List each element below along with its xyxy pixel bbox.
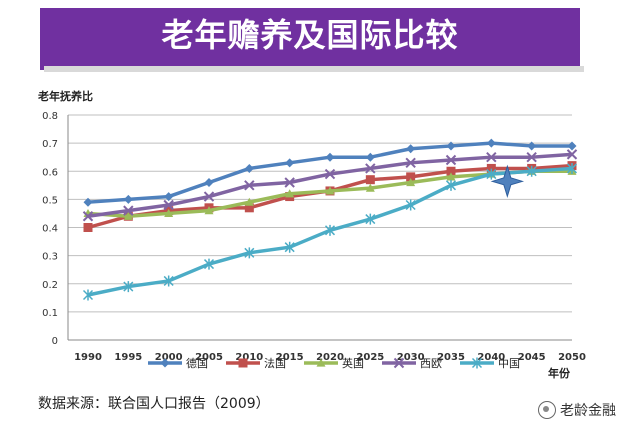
data-point-marker bbox=[123, 281, 134, 293]
legend-marker bbox=[316, 358, 326, 367]
y-tick-label: 0.2 bbox=[42, 280, 58, 291]
data-point-marker bbox=[285, 189, 295, 198]
x-tick-label: 2030 bbox=[397, 352, 425, 363]
x-tick-label: 2045 bbox=[518, 352, 546, 363]
data-point-marker bbox=[324, 168, 336, 180]
data-point-marker bbox=[445, 179, 457, 191]
x-tick-label: 1995 bbox=[114, 352, 142, 363]
x-tick-label: 2035 bbox=[437, 352, 465, 363]
data-point-marker bbox=[83, 197, 93, 207]
data-point-marker bbox=[244, 247, 255, 259]
data-point-marker bbox=[203, 258, 215, 270]
data-point-marker bbox=[244, 163, 254, 173]
data-point-marker bbox=[486, 168, 497, 180]
data-point-marker bbox=[365, 213, 376, 225]
data-point-marker bbox=[204, 178, 214, 187]
data-point-marker bbox=[566, 162, 578, 174]
data-point-marker bbox=[445, 154, 457, 166]
data-point-marker bbox=[406, 178, 416, 187]
y-tick-label: 0.4 bbox=[42, 224, 58, 235]
data-point-marker bbox=[566, 149, 578, 160]
watermark-text: 老龄金融 bbox=[560, 403, 616, 419]
data-point-marker bbox=[446, 172, 456, 181]
data-point-marker bbox=[365, 175, 375, 185]
data-point-marker bbox=[486, 138, 496, 148]
data-point-marker bbox=[405, 199, 416, 211]
y-tick-label: 0.3 bbox=[42, 252, 58, 263]
y-tick-label: 0 bbox=[52, 336, 58, 347]
legend-marker bbox=[471, 357, 483, 369]
data-point-marker bbox=[123, 194, 133, 204]
legend-marker bbox=[393, 357, 405, 369]
legend-label: 英国 bbox=[342, 356, 364, 370]
y-axis-label: 老年抚养比 bbox=[37, 89, 93, 103]
y-tick-label: 0.5 bbox=[42, 195, 58, 206]
data-point-marker bbox=[123, 205, 134, 216]
data-point-marker bbox=[325, 186, 335, 195]
data-point-marker bbox=[163, 275, 174, 287]
y-tick-label: 0.6 bbox=[42, 167, 58, 178]
data-point-marker bbox=[82, 211, 94, 222]
title-banner-shadow bbox=[44, 66, 584, 72]
data-point-marker bbox=[244, 197, 254, 206]
x-tick-label: 2025 bbox=[356, 352, 384, 363]
watermark: 老龄金融 bbox=[538, 400, 616, 420]
legend-label: 中国 bbox=[498, 357, 520, 370]
data-point-marker bbox=[406, 144, 416, 154]
legend-label: 德国 bbox=[186, 356, 208, 370]
x-tick-label: 2040 bbox=[477, 352, 505, 363]
dependency-ratio-chart: 0 0.1 0.2 0.3 0.4 0.5 0.6 0.7 0.8 1990 1995 2000 200… bbox=[37, 89, 586, 380]
data-point-marker bbox=[365, 152, 375, 162]
data-point-marker bbox=[204, 206, 214, 215]
legend-marker bbox=[238, 358, 248, 368]
legend-label: 西欧 bbox=[420, 357, 442, 370]
data-point-marker bbox=[365, 183, 375, 192]
data-point-marker bbox=[203, 191, 215, 202]
y-tick-label: 0.8 bbox=[42, 111, 58, 122]
data-point-marker bbox=[285, 158, 295, 168]
legend-label: 法国 bbox=[264, 356, 286, 370]
data-point-marker bbox=[526, 151, 537, 163]
data-point-marker bbox=[324, 224, 336, 236]
data-point-marker bbox=[567, 141, 577, 151]
x-tick-label: 1990 bbox=[74, 352, 102, 363]
series-line bbox=[87, 152, 573, 218]
data-point-marker bbox=[446, 141, 456, 151]
data-point-marker bbox=[325, 152, 335, 162]
y-tick-label: 0.7 bbox=[42, 139, 58, 150]
x-axis-label: 年份 bbox=[548, 366, 571, 380]
x-tick-label: 2050 bbox=[558, 352, 586, 363]
x-tick-label: 2000 bbox=[155, 352, 183, 363]
data-point-marker bbox=[244, 180, 255, 191]
title-banner bbox=[40, 8, 580, 70]
x-tick-label: 2020 bbox=[316, 352, 344, 363]
y-tick-label: 0.1 bbox=[42, 308, 58, 319]
data-point-marker bbox=[164, 192, 174, 202]
data-point-marker bbox=[244, 203, 254, 213]
data-point-marker bbox=[123, 211, 133, 220]
data-point-marker bbox=[163, 199, 174, 211]
data-point-marker bbox=[405, 157, 416, 169]
data-point-marker bbox=[486, 163, 496, 173]
data-point-marker bbox=[406, 172, 416, 182]
page-title: 老年赡养及国际比较 bbox=[161, 16, 459, 54]
data-point-marker bbox=[284, 177, 295, 188]
x-tick-label: 2015 bbox=[276, 352, 304, 363]
legend-marker bbox=[160, 358, 170, 368]
annotation-star bbox=[490, 164, 525, 199]
data-point-marker bbox=[83, 223, 93, 232]
data-point-marker bbox=[164, 208, 174, 218]
data-point-marker bbox=[365, 163, 376, 174]
wechat-logo-icon bbox=[538, 401, 556, 419]
data-point-marker bbox=[526, 165, 537, 177]
data-point-marker bbox=[486, 151, 497, 163]
x-tick-label: 2010 bbox=[235, 352, 263, 363]
data-point-marker bbox=[82, 289, 94, 301]
data-source-note: 数据来源：联合国人口报告（2009） bbox=[38, 396, 270, 412]
x-tick-label: 2005 bbox=[195, 352, 223, 363]
data-point-marker bbox=[446, 166, 456, 176]
data-point-marker bbox=[284, 241, 295, 253]
data-point-marker bbox=[527, 141, 537, 151]
